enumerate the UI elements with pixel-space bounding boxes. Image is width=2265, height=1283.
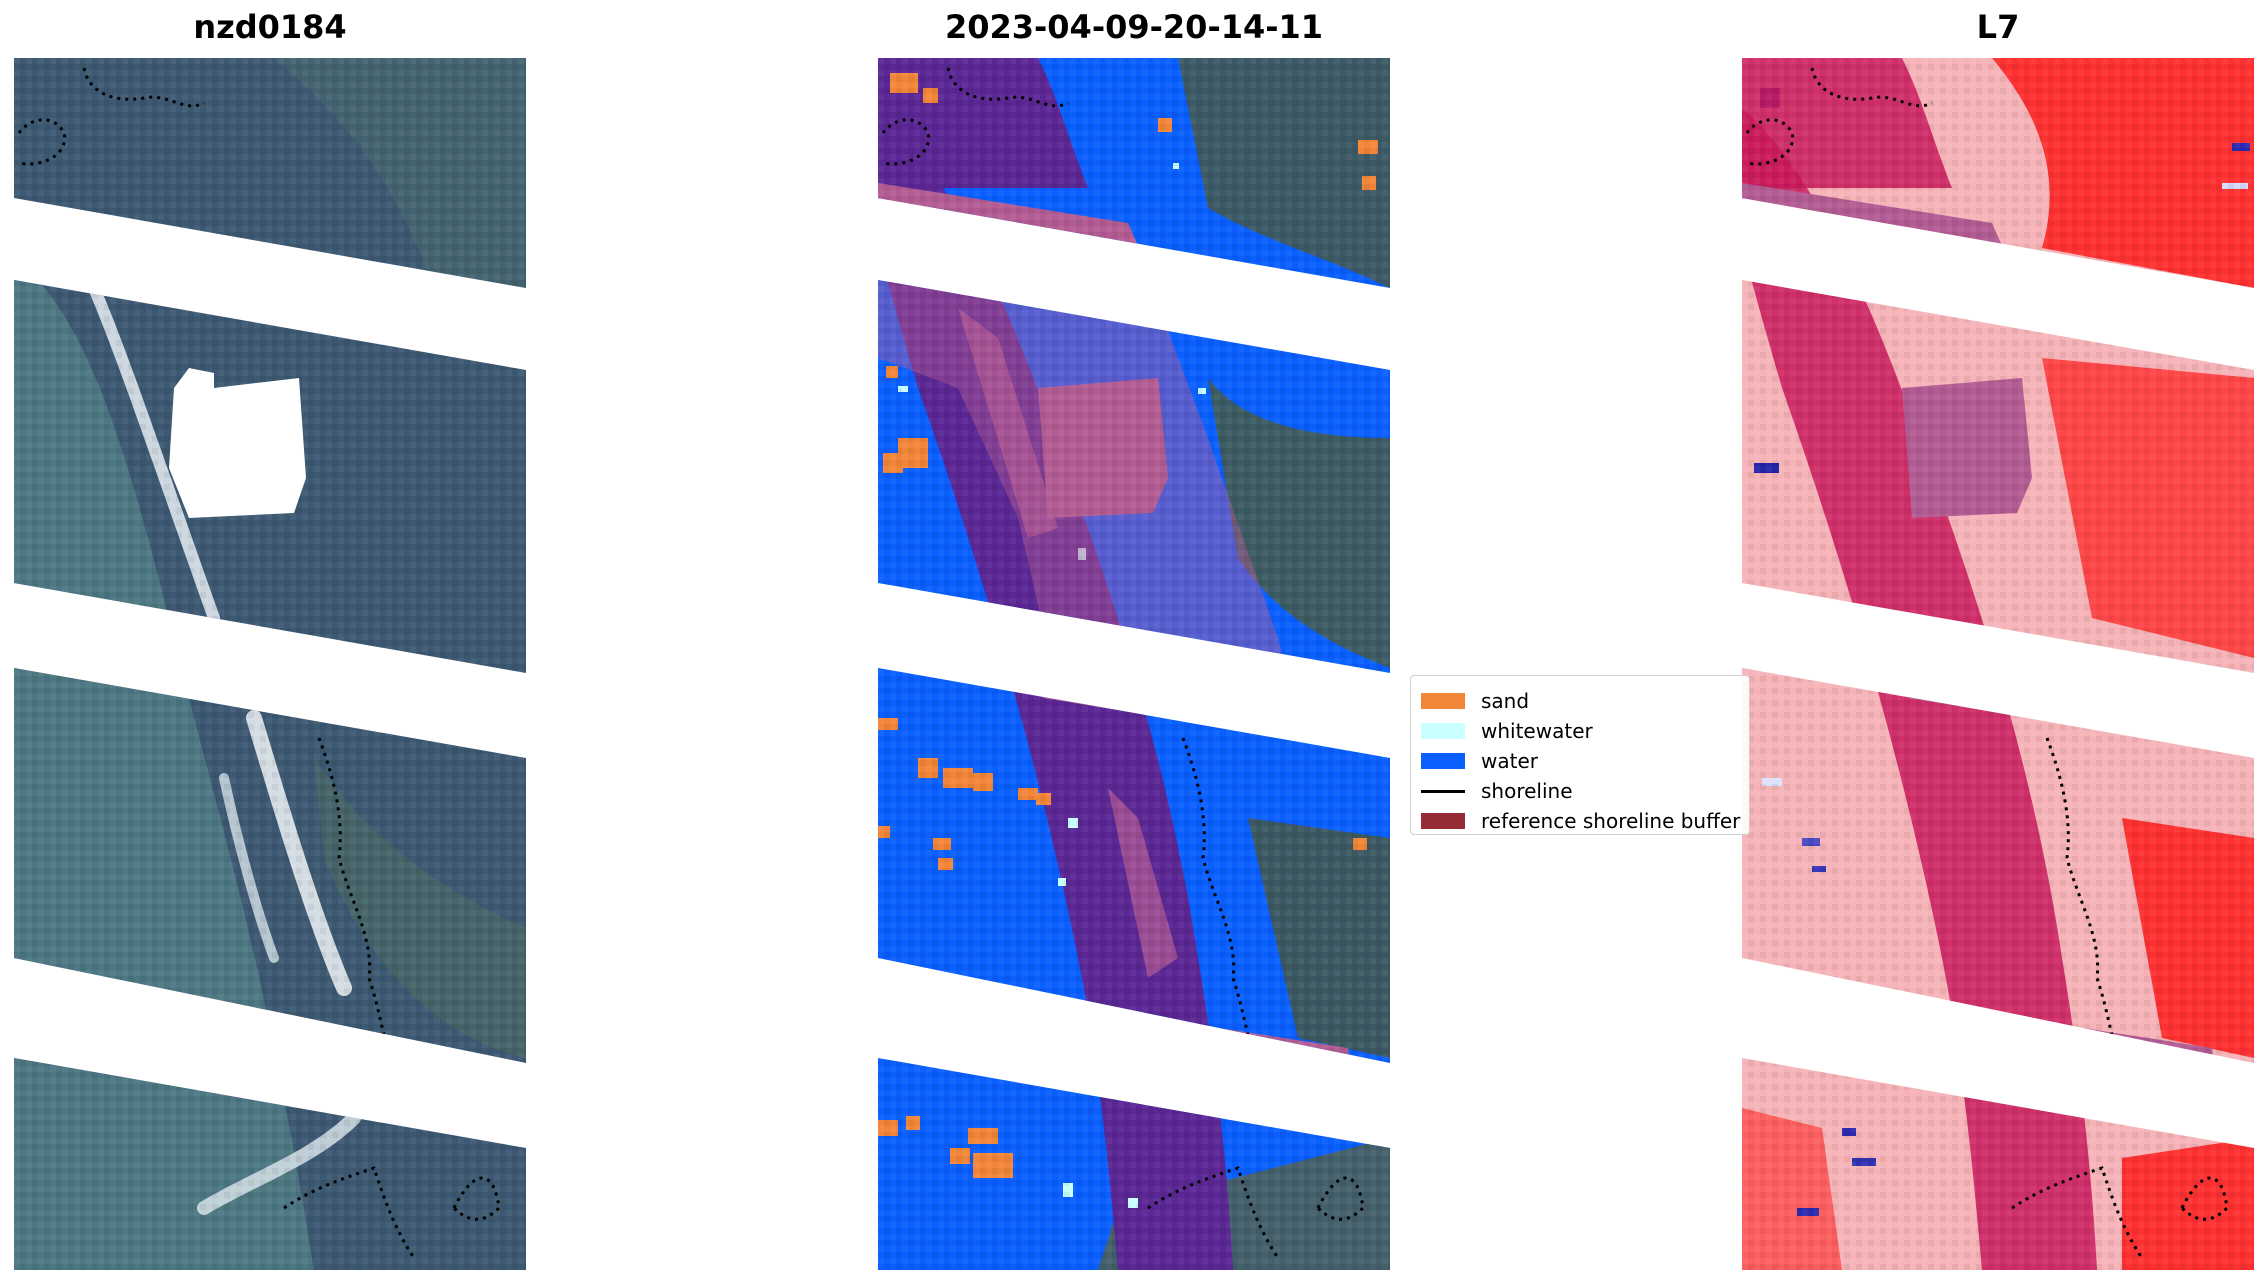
index-image xyxy=(1742,58,2254,1270)
legend-swatch-sand xyxy=(1421,693,1465,709)
title-classification-panel: 2023-04-09-20-14-11 xyxy=(944,8,1324,46)
legend-item-whitewater: whitewater xyxy=(1421,716,1739,746)
legend-label: reference shoreline buffer xyxy=(1481,809,1741,833)
index-panel xyxy=(1742,58,2254,1270)
rgb-satellite-image xyxy=(14,58,526,1270)
legend-swatch-shoreline xyxy=(1421,789,1465,793)
legend-label: shoreline xyxy=(1481,779,1573,803)
legend-swatch-water xyxy=(1421,753,1465,769)
title-index-panel: L7 xyxy=(1976,8,2020,46)
legend: sand whitewater water shoreline referenc… xyxy=(1410,675,1750,835)
rgb-image-panel xyxy=(14,58,526,1270)
legend-label: whitewater xyxy=(1481,719,1593,743)
legend-item-reference-buffer: reference shoreline buffer xyxy=(1421,806,1741,834)
classification-panel xyxy=(878,58,1390,1270)
title-rgb-panel: nzd0184 xyxy=(193,8,347,46)
classification-image xyxy=(878,58,1390,1270)
legend-swatch-whitewater xyxy=(1421,723,1465,739)
legend-swatch-buffer xyxy=(1421,813,1465,829)
legend-label: sand xyxy=(1481,689,1530,713)
legend-item-water: water xyxy=(1421,746,1739,776)
legend-label: water xyxy=(1481,749,1538,773)
legend-item-sand: sand xyxy=(1421,686,1739,716)
legend-item-shoreline: shoreline xyxy=(1421,776,1739,806)
